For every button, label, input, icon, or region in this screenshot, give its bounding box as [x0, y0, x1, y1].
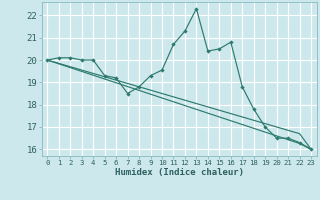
X-axis label: Humidex (Indice chaleur): Humidex (Indice chaleur) — [115, 168, 244, 177]
